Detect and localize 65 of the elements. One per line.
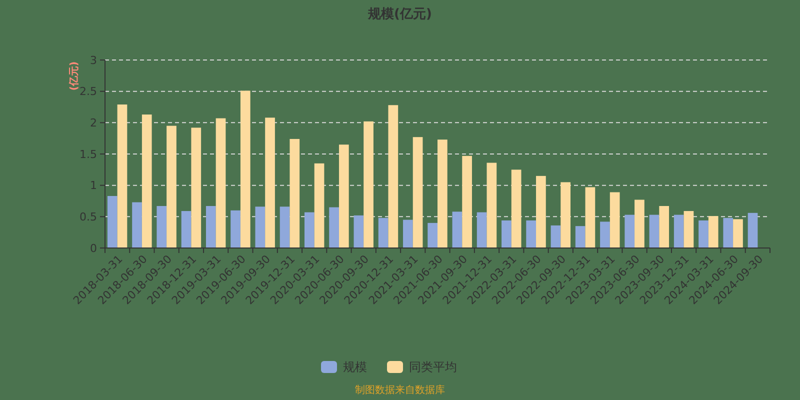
bar [748,212,758,248]
bar [255,206,266,248]
legend-label: 同类平均 [409,360,457,374]
bar [132,202,142,248]
bar [191,128,202,248]
bar [575,226,586,248]
bar [403,220,413,248]
bar [684,211,694,248]
bar [329,207,339,248]
bar [142,114,152,248]
bar [659,206,670,248]
bar [265,118,275,248]
bar [240,90,250,248]
legend-label: 规模 [343,360,367,374]
bar [107,196,118,248]
bar [412,137,423,248]
bar [600,222,610,248]
bar [216,118,226,248]
bar [462,156,472,248]
y-tick-label: 3 [90,54,97,67]
bar [585,187,596,248]
bar [364,121,374,248]
bar [649,214,660,248]
chart-title: 规模(亿元) [367,7,432,22]
bar [452,212,462,248]
bar [536,176,546,248]
bar [438,140,448,248]
y-tick-label: 2 [90,116,97,130]
bar [428,222,438,248]
bar [550,225,561,248]
bar [354,215,364,248]
bar [560,182,570,248]
bar [634,200,644,248]
bar [733,219,743,248]
bar [708,216,718,248]
bar [511,170,522,248]
bar [723,218,734,248]
y-tick-label: 0 [90,242,97,255]
bar [698,220,708,248]
bar [280,206,290,248]
bar [290,138,300,248]
bar [314,163,324,248]
bar [624,214,635,248]
bar [181,211,192,248]
bar [486,162,497,248]
bar [476,212,487,248]
bar [378,218,388,248]
bar [338,144,349,248]
text: 制图数据来自数据库 [355,384,445,396]
bar [610,192,620,248]
bar [304,212,314,248]
bar [156,206,167,248]
y-tick-label: 2.5 [80,85,97,98]
bar [388,105,398,248]
bar [206,206,216,248]
bar [502,220,512,248]
bar [166,126,176,248]
y-tick-label: 1.5 [80,148,97,161]
y-tick-label: 0.5 [80,210,97,224]
y-axis-title: (亿元) [68,61,80,91]
y-tick-label: 1 [90,179,97,192]
bar [230,210,240,248]
bar [117,104,128,248]
bar [674,214,684,248]
bar [526,220,536,248]
